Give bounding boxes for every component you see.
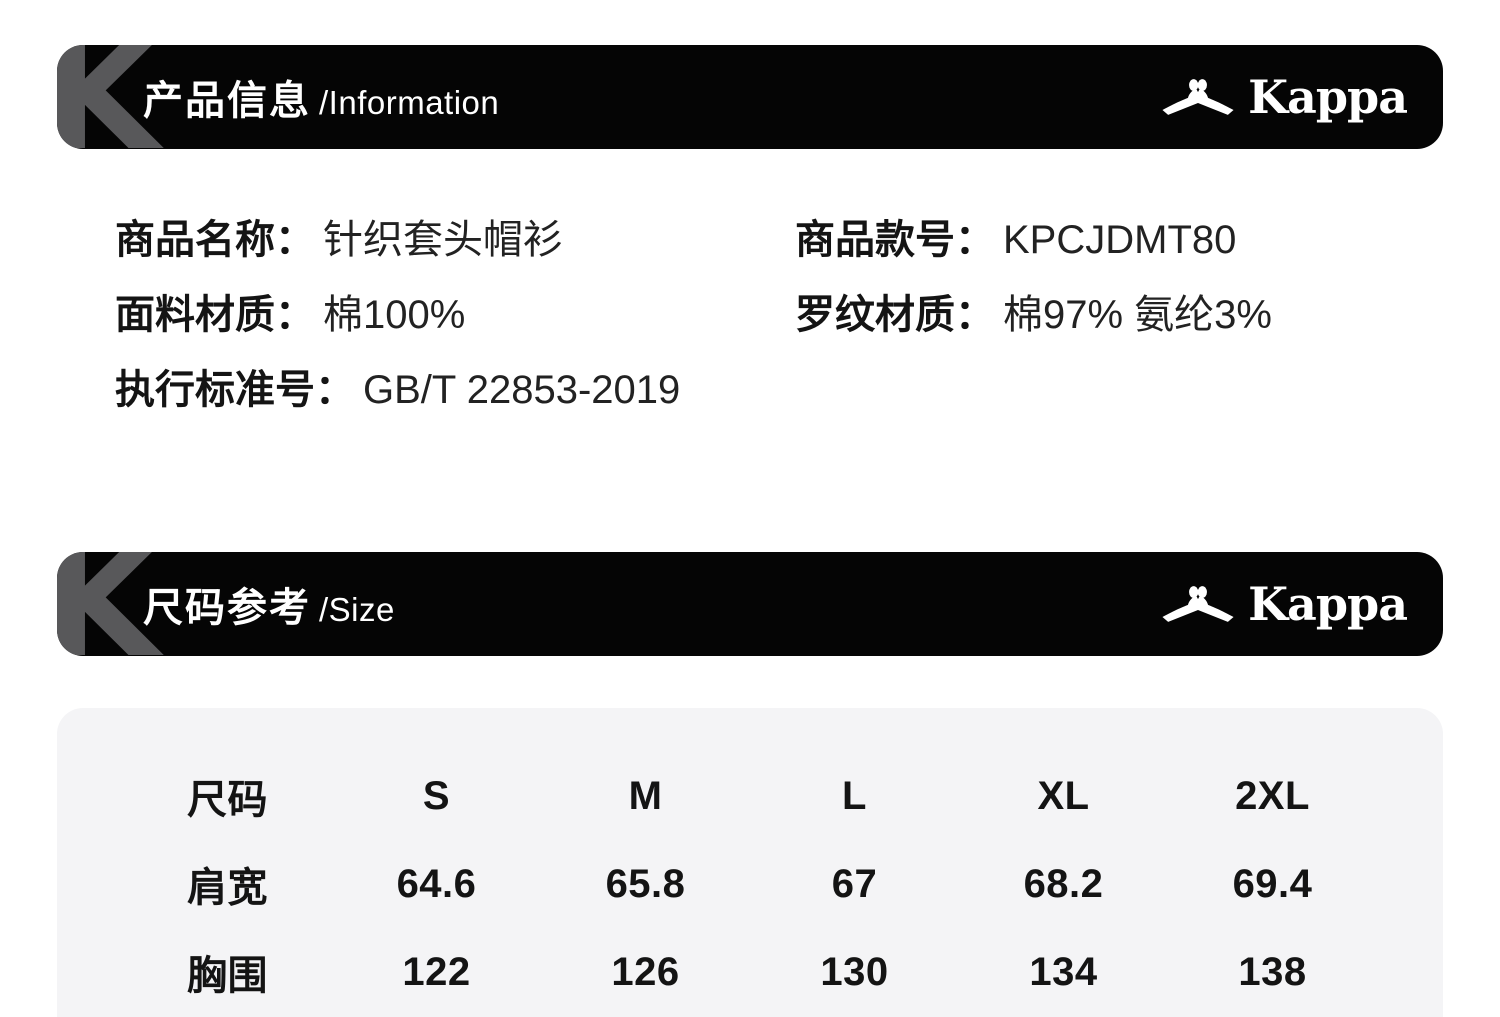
product-info-grid: 商品名称： 针织套头帽衫 商品款号： KPCJDMT80 面料材质： 棉100%… (57, 219, 1443, 411)
field-value: 针织套头帽衫 (323, 218, 563, 262)
field-label: 商品名称： (115, 218, 315, 262)
field-label: 执行标准号： (115, 368, 355, 412)
size-cell: 64.6 (396, 861, 477, 906)
size-cell: 67 (831, 861, 878, 906)
size-col-header: XL (1037, 773, 1090, 818)
field-value: KPCJDMT80 (1003, 218, 1237, 262)
field-model-number: 商品款号： KPCJDMT80 (795, 219, 1385, 261)
info-section-title-en: /Information (319, 84, 500, 121)
size-section-title-zh: 尺码参考 (143, 586, 311, 630)
kappa-omni-icon (1160, 74, 1236, 120)
field-standard-number: 执行标准号： GB/T 22853-2019 (115, 369, 795, 411)
field-label: 面料材质： (115, 293, 315, 337)
size-col-header: S (422, 773, 451, 818)
size-col-header: 尺码 (187, 778, 268, 822)
size-section-header-bar: K 尺码参考 /Size Kappa (57, 552, 1443, 656)
size-col-header: L (842, 773, 867, 818)
size-col-header: M (628, 773, 663, 818)
size-cell: 126 (611, 949, 680, 994)
size-cell: 65.8 (605, 861, 686, 906)
size-table: 尺码 S M L XL 2XL 肩宽 64.6 65.8 67 68.2 69.… (57, 708, 1443, 1017)
field-label: 罗纹材质： (795, 293, 995, 337)
size-cell: 138 (1238, 949, 1307, 994)
size-col-header: 2XL (1235, 773, 1310, 818)
size-cell: 69.4 (1232, 861, 1313, 906)
field-label: 商品款号： (795, 218, 995, 262)
size-table-row-chest: 胸围 122 126 130 134 138 (123, 928, 1377, 1016)
kappa-wordmark: Kappa (1248, 577, 1408, 631)
size-table-row-shoulder: 肩宽 64.6 65.8 67 68.2 69.4 (123, 840, 1377, 928)
kappa-logo: Kappa (1160, 577, 1408, 631)
size-cell: 122 (402, 949, 471, 994)
field-value: GB/T 22853-2019 (363, 368, 681, 412)
size-row-label: 胸围 (187, 954, 268, 998)
kappa-wordmark: Kappa (1248, 70, 1408, 124)
size-row-label: 肩宽 (187, 866, 268, 910)
field-fabric-material: 面料材质： 棉100% (115, 294, 795, 336)
size-cell: 134 (1029, 949, 1098, 994)
size-cell: 130 (820, 949, 889, 994)
kappa-logo: Kappa (1160, 70, 1408, 124)
info-section-title-zh: 产品信息 (143, 79, 311, 123)
size-table-header-row: 尺码 S M L XL 2XL (123, 752, 1377, 840)
info-section-title: 产品信息 /Information (143, 68, 499, 126)
field-value: 棉100% (323, 293, 466, 337)
size-cell: 68.2 (1023, 861, 1104, 906)
size-section-title: 尺码参考 /Size (143, 575, 395, 633)
kappa-omni-icon (1160, 581, 1236, 627)
field-rib-material: 罗纹材质： 棉97% 氨纶3% (795, 294, 1385, 336)
field-value: 棉97% 氨纶3% (1003, 293, 1272, 337)
size-section-title-en: /Size (319, 591, 395, 628)
info-section-header-bar: K 产品信息 /Information Kappa (57, 45, 1443, 149)
field-product-name: 商品名称： 针织套头帽衫 (115, 219, 795, 261)
